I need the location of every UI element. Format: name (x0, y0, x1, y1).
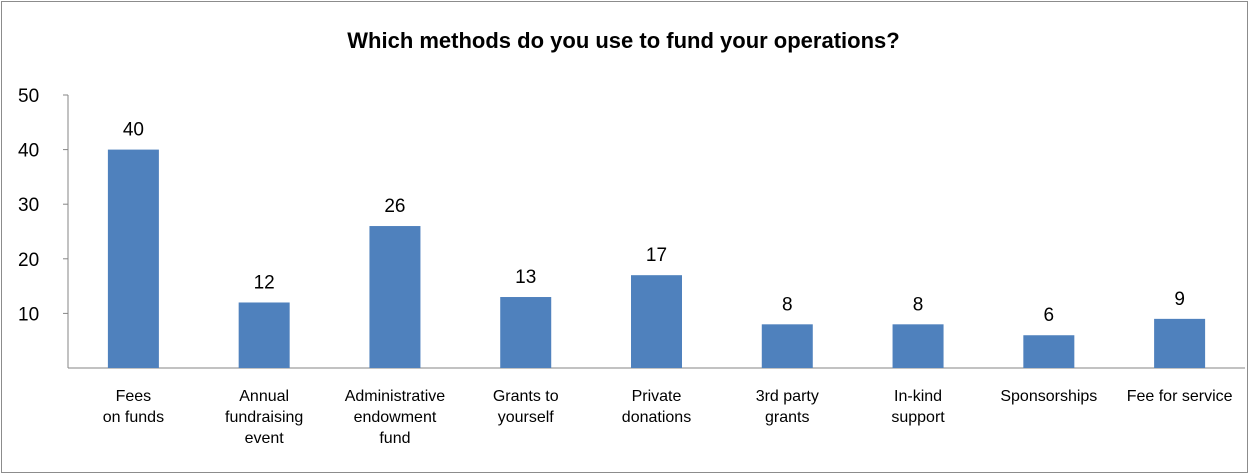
y-tick-label: 30 (18, 195, 39, 216)
data-label: 12 (254, 272, 275, 293)
bars-group (107, 149, 1206, 368)
x-category-label: 3rd party grants (756, 388, 819, 426)
bar (500, 297, 552, 368)
data-label: 13 (515, 267, 536, 288)
bar (1154, 318, 1206, 368)
x-category-label: Annual fundraising event (225, 388, 303, 447)
y-tick-label: 20 (18, 250, 39, 271)
bar (631, 275, 682, 368)
x-category-label: Fee for service (1127, 388, 1233, 405)
data-label: 8 (782, 294, 793, 315)
x-category-label: Private donations (622, 388, 691, 426)
x-category-label: Sponsorships (1000, 388, 1097, 405)
data-label: 26 (384, 196, 405, 217)
bar (238, 302, 290, 368)
data-label: 6 (1044, 305, 1055, 326)
data-label: 17 (646, 245, 667, 266)
y-tick-label: 10 (18, 304, 39, 325)
chart-title: Which methods do you use to fund your op… (347, 28, 900, 53)
bar (107, 149, 159, 368)
y-axis-ticks: 10 20 30 40 50 (18, 86, 68, 325)
y-tick-label: 50 (18, 86, 39, 107)
x-category-label: Grants to yourself (493, 388, 559, 426)
x-category-label: Fees on funds (103, 388, 164, 426)
data-label: 40 (123, 120, 144, 141)
x-axis-labels-group: Fees on funds Annual fundraising event Admini… (103, 388, 1233, 447)
x-category-label: In-kind support (891, 388, 945, 426)
x-category-label: Administrative endowment fund (345, 388, 446, 447)
data-labels-group: 40 12 26 13 17 8 8 6 9 (123, 120, 1185, 327)
bar (1023, 335, 1075, 368)
y-tick-label: 40 (18, 141, 39, 162)
bar (761, 324, 813, 368)
data-label: 9 (1174, 289, 1185, 310)
bar (369, 226, 421, 368)
bar (892, 324, 944, 368)
data-label: 8 (913, 294, 924, 315)
